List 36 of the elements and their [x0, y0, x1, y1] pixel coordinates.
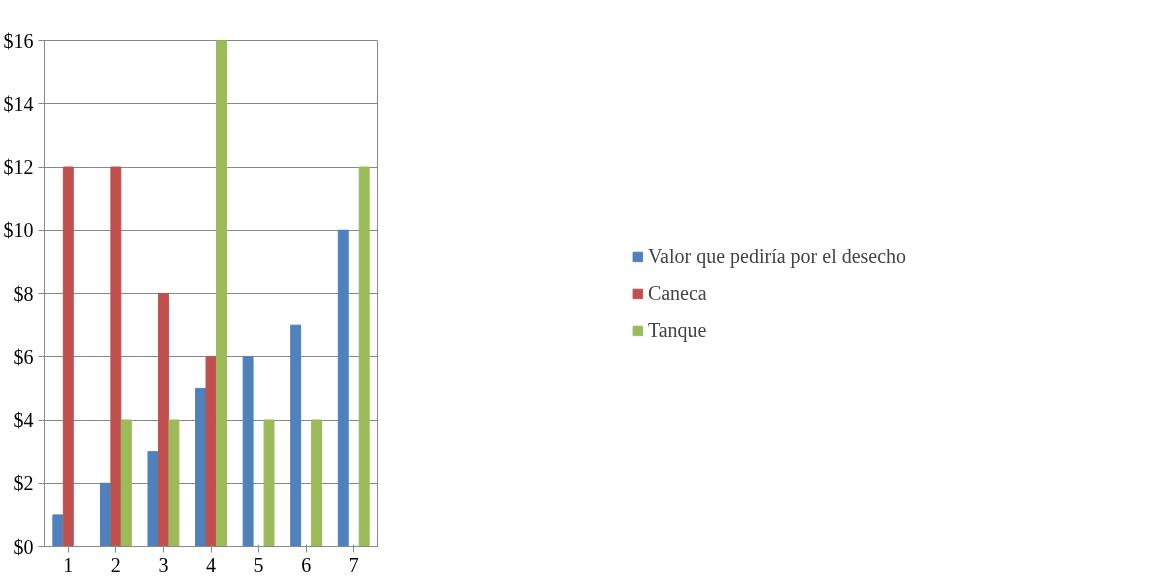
bar	[99, 482, 111, 547]
y-tick-label: $6	[13, 345, 34, 368]
bar	[52, 514, 64, 547]
x-tick-label: 5	[253, 553, 264, 576]
y-tick-label: $16	[3, 29, 34, 52]
x-tick-label: 1	[63, 553, 74, 576]
bar	[290, 324, 302, 547]
bar	[358, 166, 370, 547]
bar	[337, 229, 349, 547]
bar	[195, 387, 207, 547]
x-tick-label: 7	[348, 553, 359, 576]
x-tick-label: 4	[206, 553, 216, 576]
legend-label: Tanque	[647, 318, 707, 342]
y-tick-label: $2	[13, 472, 34, 495]
x-tick-label: 6	[301, 553, 312, 576]
bar	[263, 419, 275, 547]
y-tick-label: $12	[3, 156, 34, 178]
bar	[215, 40, 227, 547]
legend-label: Valor que pediría por el desecho	[647, 244, 907, 268]
legend-label: Caneca	[647, 281, 707, 305]
y-tick-label: $4	[13, 409, 34, 431]
bar	[120, 419, 132, 547]
bar	[242, 356, 254, 547]
y-tick-label: $14	[3, 92, 34, 115]
x-tick-label: 2	[110, 553, 121, 576]
bar	[147, 451, 159, 547]
bar	[157, 293, 169, 547]
y-tick-label: $0	[13, 535, 34, 558]
y-tick-label: $10	[3, 219, 34, 242]
bar	[311, 419, 323, 547]
bar	[110, 166, 122, 547]
y-tick-label: $8	[13, 282, 34, 305]
bar	[62, 166, 74, 547]
x-tick-label: 3	[158, 553, 169, 576]
bar	[168, 419, 180, 547]
bar	[205, 356, 217, 547]
